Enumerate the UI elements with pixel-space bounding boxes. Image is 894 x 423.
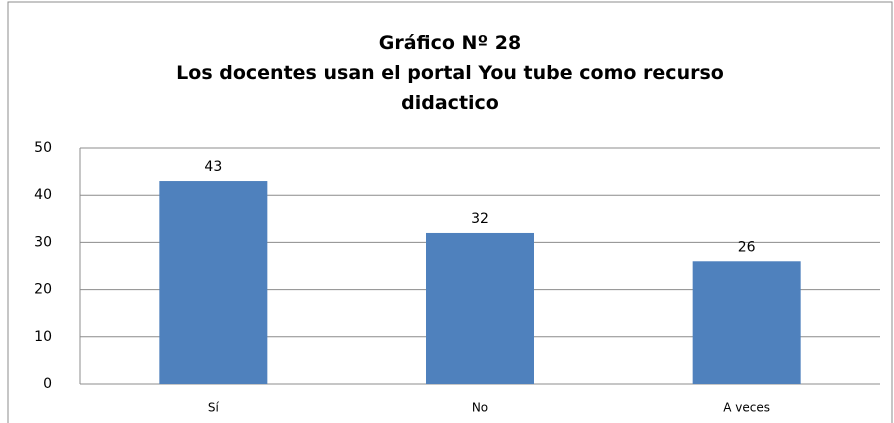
chart-title: Gráfico Nº 28 (378, 32, 522, 54)
chart-subtitle: Los docentes usan el portal You tube com… (176, 62, 724, 114)
y-tick-label: 20 (34, 282, 52, 298)
y-tick-label: 40 (34, 187, 52, 203)
x-tick-label: A veces (723, 401, 770, 415)
data-label: 43 (204, 159, 222, 175)
data-label: 32 (471, 211, 489, 227)
chart-frame (7, 1, 893, 423)
y-tick-label: 10 (34, 329, 52, 345)
y-tick-label: 50 (34, 140, 52, 156)
bar (692, 261, 801, 384)
bar (159, 181, 268, 384)
x-tick-label: No (472, 401, 488, 415)
bar (426, 232, 534, 384)
x-tick-label: Sí (208, 401, 220, 415)
y-tick-label: 30 (34, 234, 52, 250)
y-tick-label: 0 (43, 376, 52, 392)
data-label: 26 (738, 239, 756, 255)
titles: Gráfico Nº 28 Los docentes usan el porta… (100, 28, 800, 118)
